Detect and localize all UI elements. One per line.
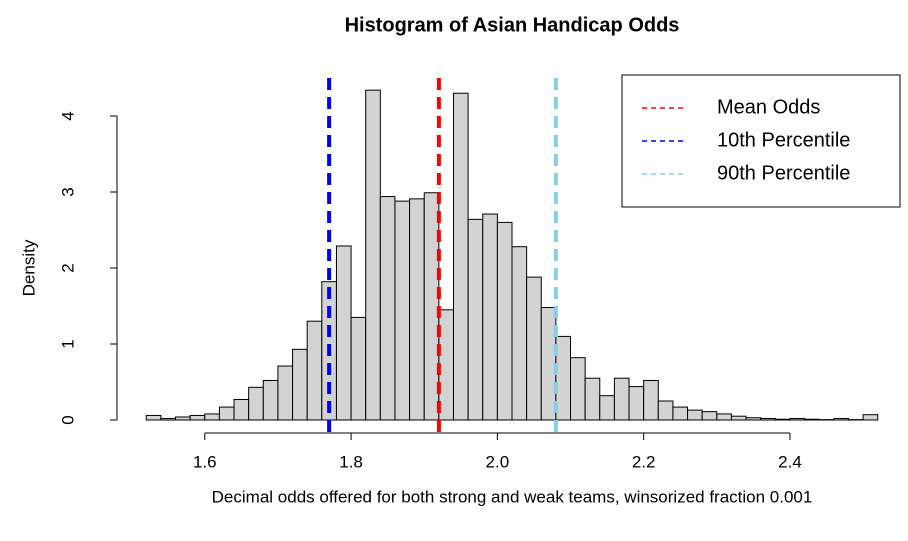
bar: [570, 357, 586, 421]
bar: [189, 414, 206, 421]
legend-label: 10th Percentile: [717, 129, 850, 151]
bar: [482, 213, 498, 421]
bar: [218, 406, 235, 421]
bar: [467, 218, 484, 421]
x-axis-label: Decimal odds offered for both strong and…: [212, 487, 813, 506]
bar: [540, 307, 557, 421]
legend-label: Mean Odds: [717, 96, 820, 118]
bar: [789, 417, 806, 421]
y-tick-label: 2: [58, 263, 77, 272]
bar: [306, 320, 323, 421]
bar: [496, 221, 513, 421]
x-tick-label: 2.2: [632, 452, 656, 471]
y-tick-label: 3: [58, 187, 77, 196]
bar: [145, 414, 162, 421]
bar: [599, 395, 615, 421]
bar: [701, 411, 718, 421]
bar: [643, 379, 659, 421]
bar: [511, 246, 528, 421]
legend-label: 90th Percentile: [717, 162, 850, 184]
bar: [774, 418, 791, 421]
bar: [379, 196, 396, 421]
x-tick-label: 2.0: [486, 452, 510, 471]
bar: [204, 413, 220, 421]
y-tick-label: 1: [58, 339, 77, 348]
x-tick-label: 1.8: [339, 452, 363, 471]
bar: [175, 416, 191, 421]
bar: [262, 379, 279, 421]
chart-title: Histogram of Asian Handicap Odds: [345, 14, 680, 36]
bar: [409, 198, 425, 421]
bar: [833, 417, 849, 421]
bar: [687, 409, 703, 421]
bar: [672, 406, 689, 421]
bar: [350, 316, 367, 421]
bar: [526, 276, 542, 421]
bar: [716, 413, 732, 421]
bar: [292, 348, 308, 421]
bar: [745, 417, 762, 421]
bar: [438, 309, 454, 421]
bar: [335, 245, 352, 421]
bar: [160, 417, 177, 421]
x-tick-label: 2.4: [778, 452, 802, 471]
bar: [628, 386, 645, 421]
bar: [657, 400, 674, 421]
bar: [804, 418, 820, 421]
bar: [613, 377, 630, 421]
bar: [277, 365, 294, 421]
bar: [248, 386, 264, 421]
y-tick-label: 0: [58, 415, 77, 424]
bar: [394, 200, 411, 421]
y-tick-label: 4: [58, 111, 77, 120]
bar: [555, 335, 572, 421]
bar: [730, 415, 747, 421]
bar: [862, 414, 879, 421]
bar: [423, 192, 440, 421]
bar: [233, 398, 250, 421]
x-tick-label: 1.6: [193, 452, 217, 471]
bar: [365, 89, 381, 421]
bar: [760, 417, 776, 421]
legend-box: [621, 74, 901, 208]
bar: [452, 92, 469, 421]
y-axis-label: Density: [19, 239, 38, 296]
bar: [584, 377, 601, 421]
